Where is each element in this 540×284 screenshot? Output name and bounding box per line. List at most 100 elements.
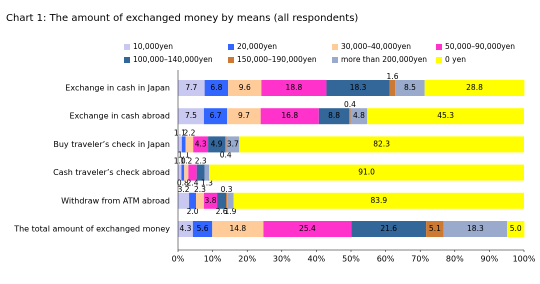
x-tick-label: 50% (342, 255, 360, 264)
bar-segment (351, 221, 427, 237)
legend-label: 10,000yen (133, 42, 173, 51)
legend-label: more than 200,000yen (341, 55, 427, 64)
value-label: 18.8 (286, 83, 303, 92)
bar-segment (443, 221, 508, 237)
value-label: 2.6 (216, 207, 228, 216)
value-label: 8.8 (328, 111, 340, 120)
legend-swatch (332, 57, 338, 63)
bar-segment (326, 80, 390, 96)
bar-segment (204, 164, 210, 181)
bar-segment (261, 80, 327, 96)
value-label: 4.3 (195, 139, 207, 148)
bar-segment (188, 164, 197, 181)
x-tick-label: 70% (411, 255, 429, 264)
value-label: 14.8 (230, 224, 247, 233)
legend-swatch (124, 44, 130, 50)
bar-segment (192, 221, 213, 237)
value-label: 8.5 (404, 83, 416, 92)
bar-segment (225, 136, 227, 153)
value-label: 1.3 (201, 179, 213, 188)
legend-swatch (228, 44, 234, 50)
value-label: 3.7 (227, 139, 239, 148)
value-label: 82.3 (373, 139, 390, 148)
category-label: Withdraw from ATM abroad (61, 196, 170, 205)
bar-segment (263, 221, 352, 237)
category-label: The total amount of exchanged money (13, 225, 170, 234)
legend-swatch (436, 57, 442, 63)
value-label: 28.8 (466, 83, 483, 92)
value-label: 9.7 (238, 111, 250, 120)
bar-segment (203, 192, 218, 209)
value-label: 1.6 (387, 72, 399, 81)
legend-label: 0 yen (445, 55, 466, 64)
bar-segment (193, 136, 209, 153)
value-label: 3.8 (205, 196, 217, 205)
bar-segment (204, 80, 229, 96)
value-label: 9.6 (239, 83, 251, 92)
x-tick-label: 30% (273, 255, 291, 264)
x-tick-label: 80% (446, 255, 464, 264)
chart-title: Chart 1: The amount of exchanged money b… (6, 13, 358, 24)
bar-segment (178, 192, 190, 209)
value-label: 1.2 (180, 157, 192, 166)
value-label: 5.6 (197, 224, 209, 233)
x-tick-label: 60% (377, 255, 395, 264)
bar-segment (178, 136, 182, 153)
value-label: 2.3 (194, 185, 206, 194)
bar-segment (424, 80, 525, 96)
x-tick-label: 90% (481, 255, 499, 264)
value-label: 3.2 (178, 185, 190, 194)
x-tick-label: 20% (238, 255, 256, 264)
bar-segment (260, 108, 319, 125)
value-label: 18.3 (350, 83, 367, 92)
bar-segment (178, 80, 205, 96)
value-label: 6.8 (210, 83, 222, 92)
bar-segment (226, 136, 240, 153)
legend-label: 30,000–40,000yen (341, 42, 411, 51)
value-label: 16.8 (281, 111, 298, 120)
x-tick-label: 100% (513, 255, 536, 264)
value-label: 2.0 (187, 207, 199, 216)
bar-segment (239, 136, 524, 153)
legend-swatch (124, 57, 130, 63)
value-label: 1.0 (174, 157, 186, 166)
value-label: 1.1 (174, 128, 186, 137)
bar-segment (217, 192, 227, 209)
value-label: 5.0 (510, 224, 522, 233)
legend-label: 150,000–190,000yen (237, 55, 317, 64)
value-label: 4.8 (353, 111, 365, 120)
bar-segment (233, 192, 524, 209)
bar-segment (426, 221, 444, 237)
legend-swatch (228, 57, 234, 63)
value-label: 2.3 (195, 157, 207, 166)
category-label: Exchange in cash in Japan (65, 84, 170, 93)
bar-segment (196, 164, 205, 181)
value-label: 0.4 (220, 150, 232, 159)
bar-segment (227, 108, 261, 125)
bar-segment (181, 136, 186, 153)
bar-segment (350, 108, 368, 125)
bar-segment (212, 221, 264, 237)
value-label: 4.9 (211, 139, 223, 148)
x-tick-label: 10% (204, 255, 222, 264)
category-label: Buy traveler’s check in Japan (53, 140, 170, 149)
value-label: 2.4 (187, 179, 199, 188)
value-label: 1.1 (178, 150, 190, 159)
value-label: 83.9 (371, 196, 388, 205)
value-label: 18.3 (467, 224, 484, 233)
category-label: Cash traveler’s check abroad (53, 168, 170, 177)
legend-swatch (332, 44, 338, 50)
x-tick-label: 40% (308, 255, 326, 264)
value-label: 25.4 (299, 224, 316, 233)
bar-segment (178, 164, 182, 181)
category-label: Exchange in cash abroad (69, 112, 170, 121)
value-label: 2.2 (183, 128, 195, 137)
bar-segment (395, 80, 425, 96)
value-label: 45.3 (437, 111, 454, 120)
bar-segment (189, 192, 196, 209)
value-label: 0.4 (344, 100, 356, 109)
value-label: 21.6 (380, 224, 397, 233)
value-label: 0.3 (221, 185, 233, 194)
bar-segment (209, 164, 524, 181)
